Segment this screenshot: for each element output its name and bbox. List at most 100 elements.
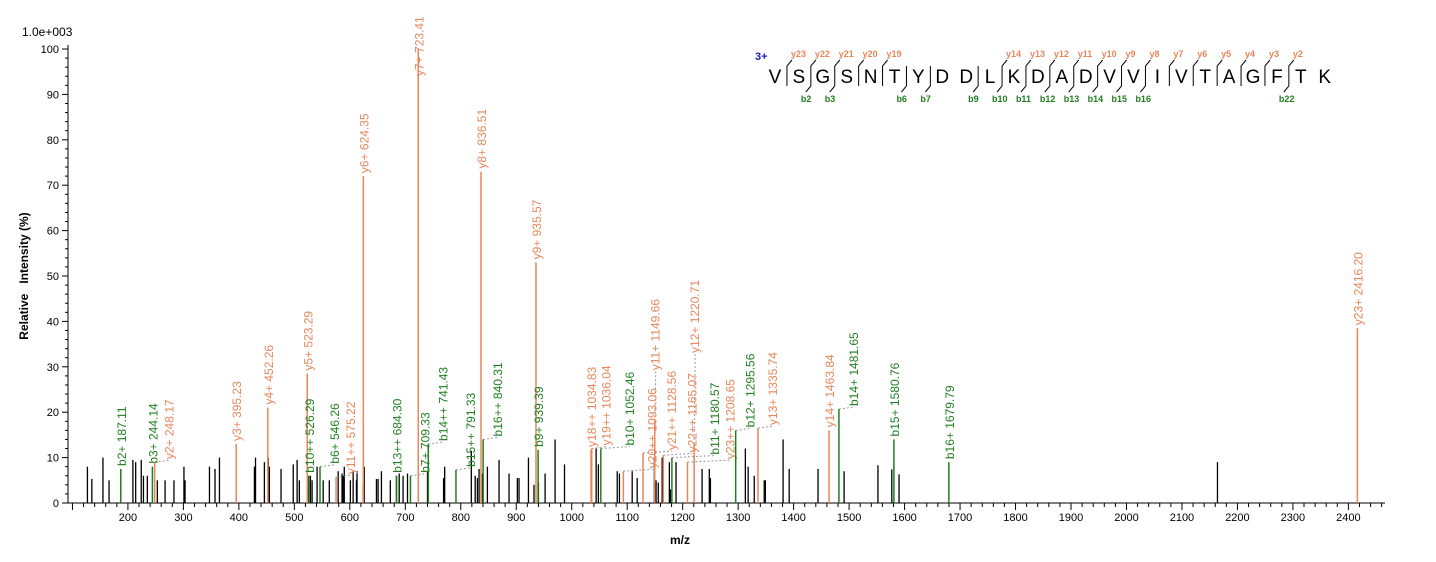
y-tick-label: 90 [47,89,59,101]
cleavage-bracket [1140,59,1151,93]
cleavage-bracket [901,66,907,93]
y-ion-marker: y8 [1149,49,1159,59]
cleavage-bracket [882,59,888,86]
residue: T [1295,67,1307,88]
x-tick-label: 200 [119,512,137,524]
residue: A [1055,67,1068,88]
residue: I [1155,67,1160,88]
x-tick-label: 1100 [615,512,639,524]
cleavage-bracket [786,59,793,86]
x-tick-label: 2300 [1281,512,1305,524]
b-ion-marker: b7 [920,94,931,104]
b-ion-peak-label: b6+ 546.26 [328,403,342,464]
b-ion-peak-label: b12+ 1295.56 [744,353,758,427]
y-tick-label: 20 [47,407,59,419]
label-leader-line [600,446,630,450]
cleavage-bracket [858,59,865,86]
b-ion-marker: b14 [1088,94,1104,104]
y-tick-label: 80 [47,135,59,147]
label-leader-line [483,436,499,440]
x-tick-label: 1500 [837,512,861,524]
residue: Y [912,67,925,88]
x-tick-label: 1600 [892,512,916,524]
x-tick-label: 900 [507,512,525,524]
y-tick-label: 10 [47,453,59,465]
b-ion-peak-label: b2+ 187.11 [115,406,129,466]
y-tick-label: 60 [47,226,59,238]
label-leader-line [154,459,170,463]
x-tick-label: 1000 [559,512,583,524]
b-ion-marker: b16 [1135,94,1151,104]
b-ion-marker: b22 [1279,94,1295,104]
label-leader-line [336,474,352,478]
y-ion-peak-label: y7+ 723.41 [412,16,426,76]
label-leader-line [671,455,715,459]
y-tick-label: 70 [47,180,59,192]
b-ion-peak-label: b10++ 526.29 [303,398,317,472]
y-ion-peak-label: y23++ 1208.65 [723,379,737,459]
cleavage-bracket [1264,59,1271,86]
x-tick-label: 500 [285,512,303,524]
y-tick-label: 40 [47,316,59,328]
y-ion-peak-label: y11++ 575.22 [344,401,358,474]
b-ion-peak-label: b14+ 1481.65 [847,332,861,406]
residue: N [864,67,878,88]
cleavage-bracket [1092,59,1104,93]
x-tick-label: 400 [230,512,248,524]
y-ion-peak-label: y3+ 395.23 [230,381,244,441]
cleavage-bracket [1020,59,1032,93]
y-ion-marker: y21 [839,49,854,59]
x-tick-label: 2400 [1336,512,1360,524]
y-ion-marker: y22 [815,49,830,59]
cleavage-bracket [1116,59,1127,93]
b-ion-marker: b13 [1064,94,1080,104]
cleavage-bracket [924,66,931,93]
b-ion-peak-label: b15+ 1580.76 [888,362,902,436]
cleavage-bracket [1240,59,1247,86]
label-leader-line [591,446,607,450]
residue: D [935,67,949,88]
residue: T [889,67,901,88]
cleavage-bracket [972,66,979,93]
y-tick-label: 0 [53,498,59,510]
residue: D [959,67,973,88]
y-ion-peak-label: y9+ 935.57 [530,199,544,259]
y-ion-peak-label: y14+ 1463.84 [823,354,837,427]
y-ion-peak-label: y23+ 2416.20 [1351,252,1365,325]
cleavage-bracket [996,59,1008,93]
b-ion-marker: b2 [801,94,812,104]
x-tick-label: 300 [174,512,192,524]
intensity-scale-label: 1.0e+003 [22,25,73,39]
y-ion-peak-label: y4+ 452.26 [262,345,276,405]
residue: D [1079,67,1093,88]
b-ion-peak-label: b7+ 709.33 [418,412,432,473]
x-tick-label: 600 [341,512,359,524]
b-ion-marker: b11 [1016,94,1031,104]
b-ion-peak-label: b16+ 1679.79 [943,385,957,459]
charge-state-label: 3+ [755,51,768,63]
y-ion-marker: y3 [1269,49,1279,59]
label-leader-line [735,427,751,431]
label-leader-line [838,406,854,410]
x-tick-label: 1200 [670,512,694,524]
b-ion-peak-label: b9+ 939.39 [532,386,546,447]
residue: S [793,67,806,88]
label-leader-line [410,473,426,477]
cleavage-bracket [1283,59,1295,93]
cleavage-bracket [1068,59,1080,93]
y-tick-label: 30 [47,362,59,374]
y-ion-peak-label: y22++ 1165.07 [685,373,699,453]
b-ion-peak-label: b14++ 741.43 [436,367,450,441]
b-ion-peak-label: b11+ 1180.57 [708,382,722,454]
x-axis-title: m/z [670,533,690,547]
x-tick-label: 800 [452,512,470,524]
y-tick-label: 100 [41,44,59,56]
b-ion-peak-label: b3+ 244.14 [146,403,160,464]
b-ion-peak-label: b15++ 791.33 [464,392,478,466]
y-ion-marker: y7 [1173,49,1183,59]
x-tick-label: 700 [396,512,414,524]
axes: 200 300 400 500 600 700 800 900 1000 1100 1200 1300… [41,44,1385,524]
label-leader-line [687,459,731,463]
peaks: b2+ 187.11 b3+ 244.14 y2+ 248.17 y3+ 395.23… [86,16,1365,503]
